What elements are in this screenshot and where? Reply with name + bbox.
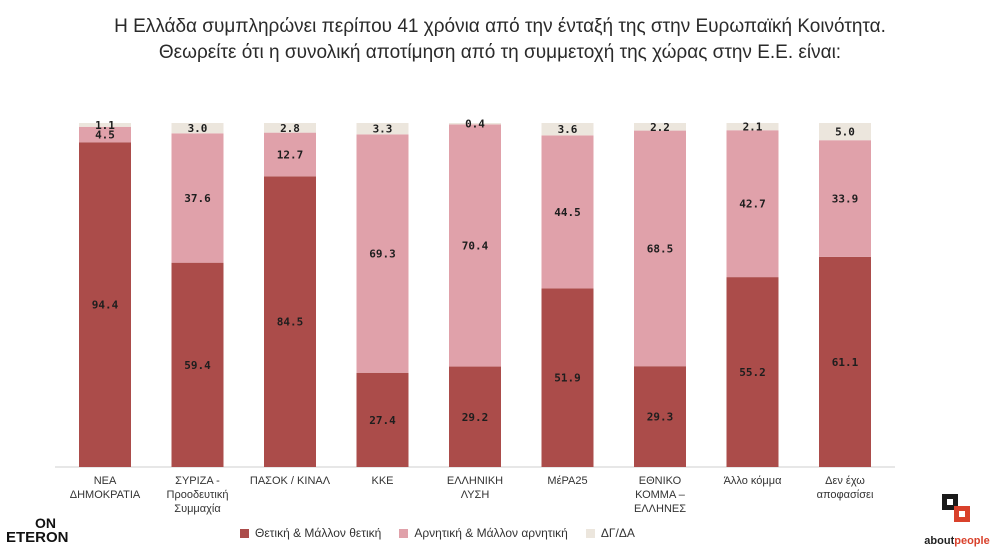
value-label-positive-6: 29.3 [647, 411, 674, 424]
value-label-dkna-2: 2.8 [280, 122, 300, 135]
legend-label-dkna: ΔΓ/ΔΑ [600, 526, 635, 540]
value-label-dkna-4: 0.4 [465, 118, 485, 131]
aboutpeople-logo-icon [942, 494, 970, 522]
value-label-positive-0: 94.4 [92, 299, 119, 312]
bar-positive-7 [726, 277, 779, 467]
category-label-2: ΠΑΣΟΚ / ΚΙΝΑΛ [250, 475, 331, 487]
category-label-7: Άλλο κόμμα [724, 475, 783, 487]
logo-left-bottom: ETERON [6, 529, 69, 546]
bar-positive-4 [449, 366, 501, 467]
bar-negative-6 [634, 130, 686, 367]
bar-dkna-2 [264, 123, 316, 133]
aboutpeople-text: aboutpeople [922, 535, 992, 547]
bar-positive-3 [356, 372, 409, 467]
value-label-positive-1: 59.4 [184, 359, 211, 372]
legend-swatch-negative [399, 528, 409, 538]
bar-dkna-6 [634, 123, 686, 131]
value-label-dkna-5: 3.6 [558, 123, 578, 136]
bar-dkna-1 [171, 123, 224, 134]
bar-dkna-7 [726, 123, 779, 131]
title-line-1: Η Ελλάδα συμπληρώνει περίπου 41 χρόνια α… [114, 16, 886, 37]
bar-positive-6 [634, 366, 686, 467]
bar-negative-7 [726, 130, 779, 278]
legend-item-dkna: ΔΓ/ΔΑ [585, 526, 635, 540]
legend-item-positive: Θετική & Μάλλον θετική [240, 526, 381, 540]
bar-dkna-5 [541, 123, 594, 136]
value-label-dkna-8: 5.0 [835, 126, 855, 139]
bar-positive-2 [264, 176, 316, 467]
value-label-negative-7: 42.7 [739, 198, 766, 211]
bar-negative-1 [171, 133, 224, 263]
bar-negative-4 [449, 124, 501, 367]
chart-title: Η Ελλάδα συμπληρώνει περίπου 41 χρόνια α… [0, 14, 1000, 66]
value-label-dkna-7: 2.1 [743, 121, 763, 134]
category-label-3: ΚΚΕ [371, 475, 393, 487]
value-label-negative-4: 70.4 [462, 239, 489, 252]
bar-negative-5 [541, 135, 594, 289]
value-label-positive-7: 55.2 [739, 366, 766, 379]
bar-negative-8 [819, 140, 871, 257]
aboutpeople-logo: aboutpeople [922, 492, 992, 547]
category-label-5: ΜέΡΑ25 [547, 475, 587, 487]
stacked-bar-chart: 94.4 4.51.1 ΝΕΑ ΔΗΜΟΚΡΑΤΙΑ 59.4 37.6 3.0 ΣΥΡΙΖΑ… [55, 118, 895, 515]
bar-negative-2 [264, 132, 316, 177]
bar-dkna-4 [449, 123, 501, 125]
value-label-dkna-0: 1.1 [95, 119, 115, 132]
value-label-dkna-6: 2.2 [650, 121, 670, 134]
value-label-positive-4: 29.2 [462, 411, 489, 424]
value-label-dkna-3: 3.3 [373, 123, 393, 136]
bar-dkna-8 [819, 123, 871, 141]
value-label-negative-1: 37.6 [184, 192, 211, 205]
bar-dkna-3 [356, 123, 409, 135]
bar-negative-3 [356, 134, 409, 373]
value-label-positive-5: 51.9 [554, 372, 581, 385]
bar-negative-0 [79, 126, 131, 143]
title-line-2: Θεωρείτε ότι η συνολική αποτίμηση από τη… [158, 42, 842, 63]
value-label-negative-8: 33.9 [832, 193, 859, 206]
category-label-1: ΣΥΡΙΖΑ -Προοδευτική Συμμαχία [167, 475, 229, 515]
legend-label-positive: Θετική & Μάλλον θετική [255, 526, 382, 540]
value-label-negative-5: 44.5 [554, 206, 581, 219]
bar-positive-1 [171, 262, 224, 467]
value-label-negative-2: 12.7 [277, 148, 304, 161]
value-label-negative-6: 68.5 [647, 242, 674, 255]
bar-positive-0 [79, 142, 131, 468]
logo-right-prefix: about [924, 535, 955, 547]
legend-item-negative: Αρνητική & Μάλλον αρνητική [399, 526, 568, 540]
on-eteron-logo: ON ETERON [6, 516, 78, 546]
bar-dkna-0 [79, 123, 131, 127]
value-label-negative-3: 69.3 [369, 248, 396, 261]
value-label-positive-2: 84.5 [277, 316, 304, 329]
value-label-dkna-1: 3.0 [188, 122, 208, 135]
value-label-negative-0: 4.5 [95, 129, 115, 142]
value-label-positive-3: 27.4 [369, 414, 396, 427]
legend-swatch-dkna [585, 528, 595, 538]
legend-swatch-positive [240, 528, 249, 538]
value-label-positive-8: 61.1 [832, 356, 859, 369]
category-label-4: ΕΛΛΗΝΙΚΗ ΛΥΣΗ [447, 475, 503, 501]
legend: Θετική & Μάλλον θετική Αρνητική & Μάλλον… [240, 526, 635, 540]
category-label-8: Δεν έχω αποφασίσει [817, 475, 874, 501]
bar-positive-5 [541, 288, 594, 467]
category-label-0: ΝΕΑ ΔΗΜΟΚΡΑΤΙΑ [70, 475, 141, 501]
legend-label-negative: Αρνητική & Μάλλον αρνητική [414, 526, 568, 540]
logo-left-top: ON [35, 515, 56, 531]
bar-positive-8 [819, 256, 871, 467]
category-label-6: ΕΘΝΙΚΟ ΚΟΜΜΑ – ΕΛΛΗΝΕΣ [634, 475, 686, 515]
logo-right-suffix: people [954, 535, 990, 547]
